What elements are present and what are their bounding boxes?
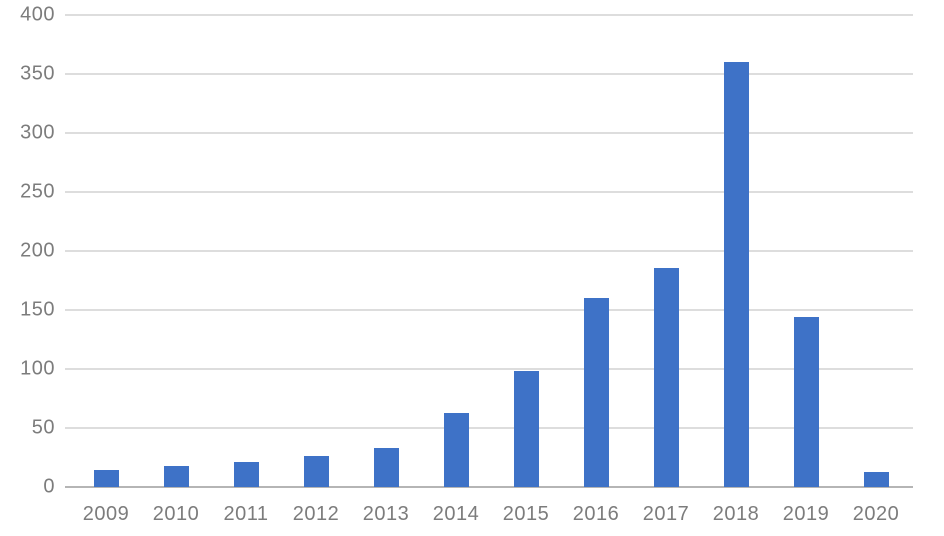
x-axis-tick-label: 2018 <box>712 503 760 525</box>
bar-2011 <box>233 462 259 487</box>
bar-2015 <box>513 371 539 487</box>
bar-2012 <box>303 456 329 487</box>
bar-2017 <box>653 268 679 487</box>
x-axis-tick-label: 2016 <box>572 503 620 525</box>
gridline <box>65 427 913 429</box>
gridline <box>65 309 913 311</box>
y-axis-tick-label: 300 <box>20 121 55 144</box>
bar-2010 <box>163 466 189 487</box>
bar-2019 <box>793 317 819 487</box>
x-axis-tick-label: 2011 <box>223 503 269 525</box>
bar-2016 <box>583 298 609 487</box>
bar-2018 <box>723 62 749 487</box>
x-axis-tick-label: 2015 <box>502 503 550 525</box>
gridline <box>65 73 913 75</box>
x-axis-tick-label: 2012 <box>292 503 340 525</box>
x-axis-tick-label: 2009 <box>82 503 130 525</box>
x-axis-baseline <box>65 486 913 488</box>
bar-2013 <box>373 448 399 487</box>
x-axis-tick-label: 2020 <box>852 503 900 525</box>
y-axis-tick-label: 400 <box>20 3 55 26</box>
x-axis-tick-label: 2010 <box>152 503 200 525</box>
y-axis-tick-label: 350 <box>20 62 55 85</box>
y-axis-tick-label: 0 <box>43 475 55 498</box>
gridline <box>65 250 913 252</box>
bar-2009 <box>93 470 119 487</box>
x-axis-tick-label: 2017 <box>642 503 690 525</box>
y-axis-tick-label: 50 <box>31 416 55 439</box>
gridline <box>65 14 913 16</box>
gridline <box>65 132 913 134</box>
x-axis-tick-label: 2013 <box>362 503 410 525</box>
x-axis-tick-label: 2014 <box>432 503 480 525</box>
y-axis-tick-label: 200 <box>20 239 55 262</box>
bar-2020 <box>863 472 889 487</box>
y-axis-tick-label: 100 <box>20 357 55 380</box>
gridline <box>65 191 913 193</box>
x-axis-tick-label: 2019 <box>782 503 830 525</box>
bar-2014 <box>443 413 469 487</box>
y-axis-tick-label: 150 <box>20 298 55 321</box>
gridline <box>65 368 913 370</box>
y-axis-tick-label: 250 <box>20 180 55 203</box>
